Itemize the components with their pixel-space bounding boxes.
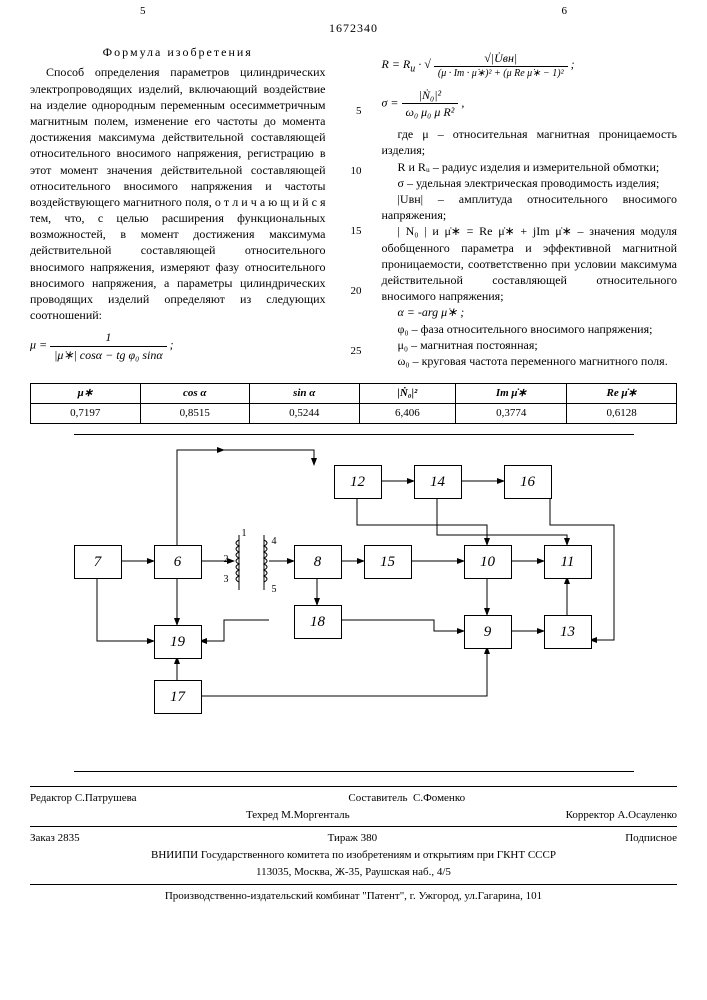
tirazh-label: Тираж	[328, 832, 358, 844]
claims-title: Формула изобретения	[30, 44, 326, 60]
block-14: 14	[414, 465, 462, 499]
block-8: 8	[294, 545, 342, 579]
coil-label: 1	[242, 527, 247, 541]
claims-body: Способ определения параметров цилиндриче…	[30, 64, 326, 323]
equation-R: R = Ru · √ √|U̇вн| (μ · Im · μ̇∗)² + (μ …	[382, 50, 678, 81]
page-num-left: 5	[140, 4, 146, 19]
block-diagram: 1 4 2 3 5 76 19 17 8 18 15 12 14 16 10 9 11 13	[74, 434, 634, 772]
corrector-name: А.Осауленко	[617, 809, 677, 821]
editor-name: С.Патрушева	[75, 792, 137, 804]
block-11: 11	[544, 545, 592, 579]
page-num-right: 6	[562, 4, 568, 19]
block-10: 10	[464, 545, 512, 579]
corrector-label: Корректор	[566, 809, 615, 821]
block-16: 16	[504, 465, 552, 499]
footer-org: ВНИИПИ Государственного комитета по изоб…	[30, 848, 677, 863]
block-9: 9	[464, 615, 512, 649]
block-7: 7	[74, 545, 122, 579]
left-column: Формула изобретения Способ определения п…	[30, 44, 326, 369]
table-row: μ∗ cos α sin α |Ṅ₀|² Im μ̇∗ Re μ̇∗	[31, 384, 677, 404]
equation-mu: μ = 1 |μ̇∗| cosα − tg φ₀ sinα ;	[30, 329, 326, 362]
block-6: 6	[154, 545, 202, 579]
coil-label: 4	[272, 535, 277, 549]
block-19: 19	[154, 625, 202, 659]
coil-label: 5	[272, 583, 277, 597]
line-numbers: 5 10 15 20 25	[346, 44, 362, 369]
block-13: 13	[544, 615, 592, 649]
block-15: 15	[364, 545, 412, 579]
compiler-name: С.Фоменко	[413, 792, 465, 804]
footer-addr: 113035, Москва, Ж-35, Раушская наб., 4/5	[30, 865, 677, 880]
techred-label: Техред	[246, 809, 278, 821]
body-columns: Формула изобретения Способ определения п…	[30, 44, 677, 369]
subscription: Подписное	[625, 831, 677, 846]
order-num: 2835	[58, 832, 80, 844]
equation-sigma: σ = |Ṅ₀|² ω₀ μ₀ μ R² ,	[382, 87, 678, 120]
order-label: Заказ	[30, 832, 55, 844]
table-row: 0,7197 0,8515 0,5244 6,406 0,3774 0,6128	[31, 403, 677, 423]
definitions: где μ – относительная магнитная проницае…	[382, 126, 678, 369]
editor-label: Редактор	[30, 792, 72, 804]
block-12: 12	[334, 465, 382, 499]
footer-print: Производственно-издательский комбинат "П…	[30, 889, 677, 904]
patent-number: 1672340	[30, 20, 677, 36]
right-column: R = Ru · √ √|U̇вн| (μ · Im · μ̇∗)² + (μ …	[382, 44, 678, 369]
coil-label: 3	[224, 573, 229, 587]
coil-label: 2	[224, 553, 229, 567]
block-17: 17	[154, 680, 202, 714]
data-table: μ∗ cos α sin α |Ṅ₀|² Im μ̇∗ Re μ̇∗ 0,719…	[30, 383, 677, 424]
compiler-label: Составитель	[348, 792, 407, 804]
techred-name: М.Моргенталь	[281, 809, 350, 821]
block-18: 18	[294, 605, 342, 639]
tirazh-num: 380	[361, 832, 378, 844]
footer: Редактор С.Патрушева Составитель С.Фомен…	[30, 786, 677, 904]
